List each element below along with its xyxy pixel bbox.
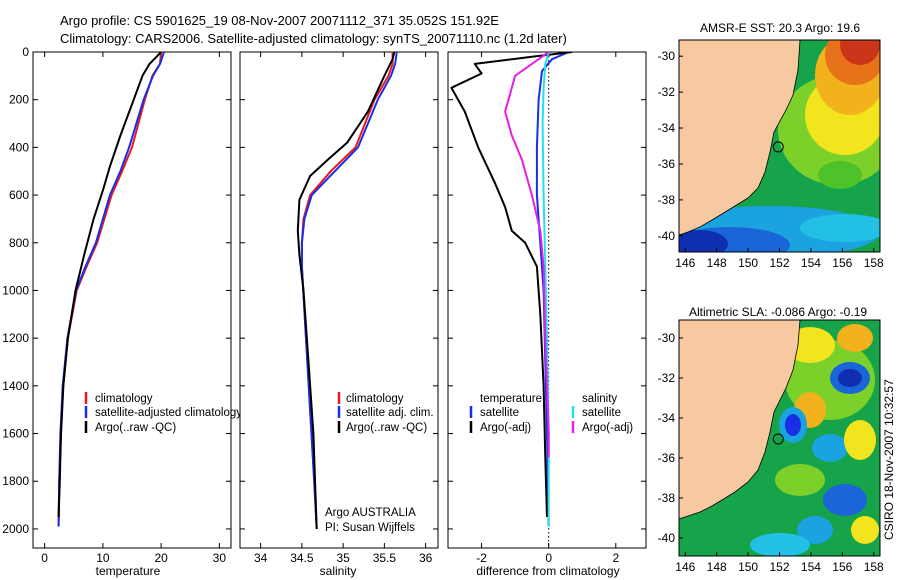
map-x-tick-label: 154 [801,560,821,574]
salinity-legend: climatology satellite adj. clim. Argo(..… [337,392,434,434]
legend-entry-temp-argo: Argo(-adj) [480,422,531,434]
creation-stamp: CSIRO 18-Nov-2007 10:32:57 [882,379,896,540]
pi-annotation: PI: Susan Wijffels [325,522,415,534]
y-tick-label: 1800 [2,474,29,488]
legend-header-salinity: salinity [582,393,617,405]
map-y-tick-label: -32 [658,371,676,385]
map-x-tick-label: 146 [675,560,695,574]
y-tick-label: 2000 [2,522,29,536]
map-y-tick-label: -38 [658,193,676,207]
difference-panel: -2 0 2 difference from climatology tempera… [447,51,647,578]
salinity-axes-frame [239,51,439,549]
map-y-tick-label: -40 [658,531,676,545]
map-x-tick-label: 158 [864,256,884,270]
sst-map-ticks: 146 148 150 152 154 156 158 -30 -32 -34 -36 -38 -40 [658,49,884,270]
sla-argo-marker [772,433,784,445]
series-line-satellite-adj-clim [300,52,398,529]
series-line-argo-raw-qc [57,52,162,518]
sla-map-title: Altimetric SLA: -0.086 Argo: -0.19 [689,305,867,319]
difference-lines [450,52,573,548]
legend-entry-sal-satellite: satellite [582,407,621,419]
map-y-tick-label: -34 [658,411,676,425]
x-tick-label: 30 [213,551,227,565]
legend-entry-climatology: climatology [346,393,404,405]
map-x-tick-label: 152 [769,256,789,270]
map-y-tick-label: -36 [658,157,676,171]
figure-title-line2: Climatology: CARS2006. Satellite-adjuste… [60,31,567,46]
temperature-xlabel: temperature [96,564,161,578]
legend-entry-temp-satellite: satellite [480,407,519,419]
legend-entry-sal-argo: Argo(-adj) [582,422,633,434]
sla-map-image [679,320,880,556]
map-x-tick-label: 148 [707,256,727,270]
argo-program-annotation: Argo AUSTRALIA [325,507,416,519]
temperature-legend: climatology satellite-adjusted climatolo… [84,392,242,434]
x-tick-label: 35 [336,551,350,565]
x-tick-label: 20 [154,551,168,565]
sst-map-title: AMSR-E SST: 20.3 Argo: 19.6 [700,21,860,35]
x-tick-label: 0 [545,551,552,565]
y-tick-label: 1600 [2,427,29,441]
map-x-tick-label: 156 [832,560,852,574]
map-x-tick-label: 158 [864,560,884,574]
temperature-panel: 0 10 20 30 0 200 400 600 800 1000 1200 1400 1600 1800… [2,45,242,578]
y-tick-label: 600 [9,188,29,202]
legend-header-temperature: temperature [480,393,542,405]
map-y-tick-label: -38 [658,491,676,505]
y-tick-label: 0 [22,45,29,59]
legend-entry-satellite: satellite adj. clim. [346,407,434,419]
temperature-ticks: 0 10 20 30 0 200 400 600 800 1000 1200 1400 1600 1800… [2,45,231,565]
legend-entry-climatology: climatology [95,393,153,405]
difference-legend: temperature satellite Argo(-adj) salinit… [469,393,633,434]
y-tick-label: 1200 [2,331,29,345]
x-tick-label: 2 [612,551,619,565]
salinity-ticks: 34 34.5 35 35.5 36 [240,51,438,565]
temperature-axes-frame [32,51,232,549]
sst-map-panel: AMSR-E SST: 20.3 Argo: 19.6 146 148 150 152… [658,21,884,270]
map-y-tick-label: -30 [658,49,676,63]
series-line-temperature-argo-adj [450,52,573,518]
legend-entry-satellite: satellite-adjusted climatology [95,407,242,419]
map-x-tick-label: 154 [801,256,821,270]
y-tick-label: 200 [9,93,29,107]
map-x-tick-label: 152 [769,560,789,574]
x-tick-label: -2 [476,551,487,565]
y-tick-label: 800 [9,236,29,250]
salinity-lines [296,52,398,529]
legend-entry-argo: Argo(..raw -QC) [346,422,427,434]
map-y-tick-label: -40 [658,229,676,243]
x-tick-label: 36 [419,551,433,565]
sla-map-panel: Altimetric SLA: -0.086 Argo: -0.19 146 14… [658,305,884,574]
map-x-tick-label: 148 [707,560,727,574]
x-tick-label: 34.5 [290,551,314,565]
figure-title-line1: Argo profile: CS 5901625_19 08-Nov-2007 … [60,13,499,28]
salinity-panel: 34 34.5 35 35.5 36 salinity climatology sate… [239,51,439,578]
sst-map-image [679,40,880,252]
map-x-tick-label: 146 [675,256,695,270]
series-line-argo-raw-qc [296,52,396,529]
salinity-xlabel: salinity [320,564,357,578]
map-x-tick-label: 150 [738,256,758,270]
y-tick-label: 1400 [2,379,29,393]
sst-argo-marker [772,141,784,153]
x-tick-label: 35.5 [373,551,397,565]
map-y-tick-label: -30 [658,331,676,345]
y-tick-label: 400 [9,140,29,154]
temperature-lines [57,52,165,527]
map-x-tick-label: 150 [738,560,758,574]
x-tick-label: 34 [254,551,268,565]
map-y-tick-label: -32 [658,85,676,99]
sla-map-ticks: 146 148 150 152 154 156 158 -30 -32 -34 -36 -38 -40 [658,331,884,574]
y-tick-label: 1000 [2,283,29,297]
map-x-tick-label: 156 [832,256,852,270]
x-tick-label: 0 [41,551,48,565]
series-line-salinity-argo-adj [504,52,550,458]
map-y-tick-label: -34 [658,121,676,135]
difference-xlabel: difference from climatology [476,564,619,578]
x-tick-label: 10 [96,551,110,565]
map-y-tick-label: -36 [658,451,676,465]
legend-entry-argo: Argo(..raw -QC) [95,422,176,434]
